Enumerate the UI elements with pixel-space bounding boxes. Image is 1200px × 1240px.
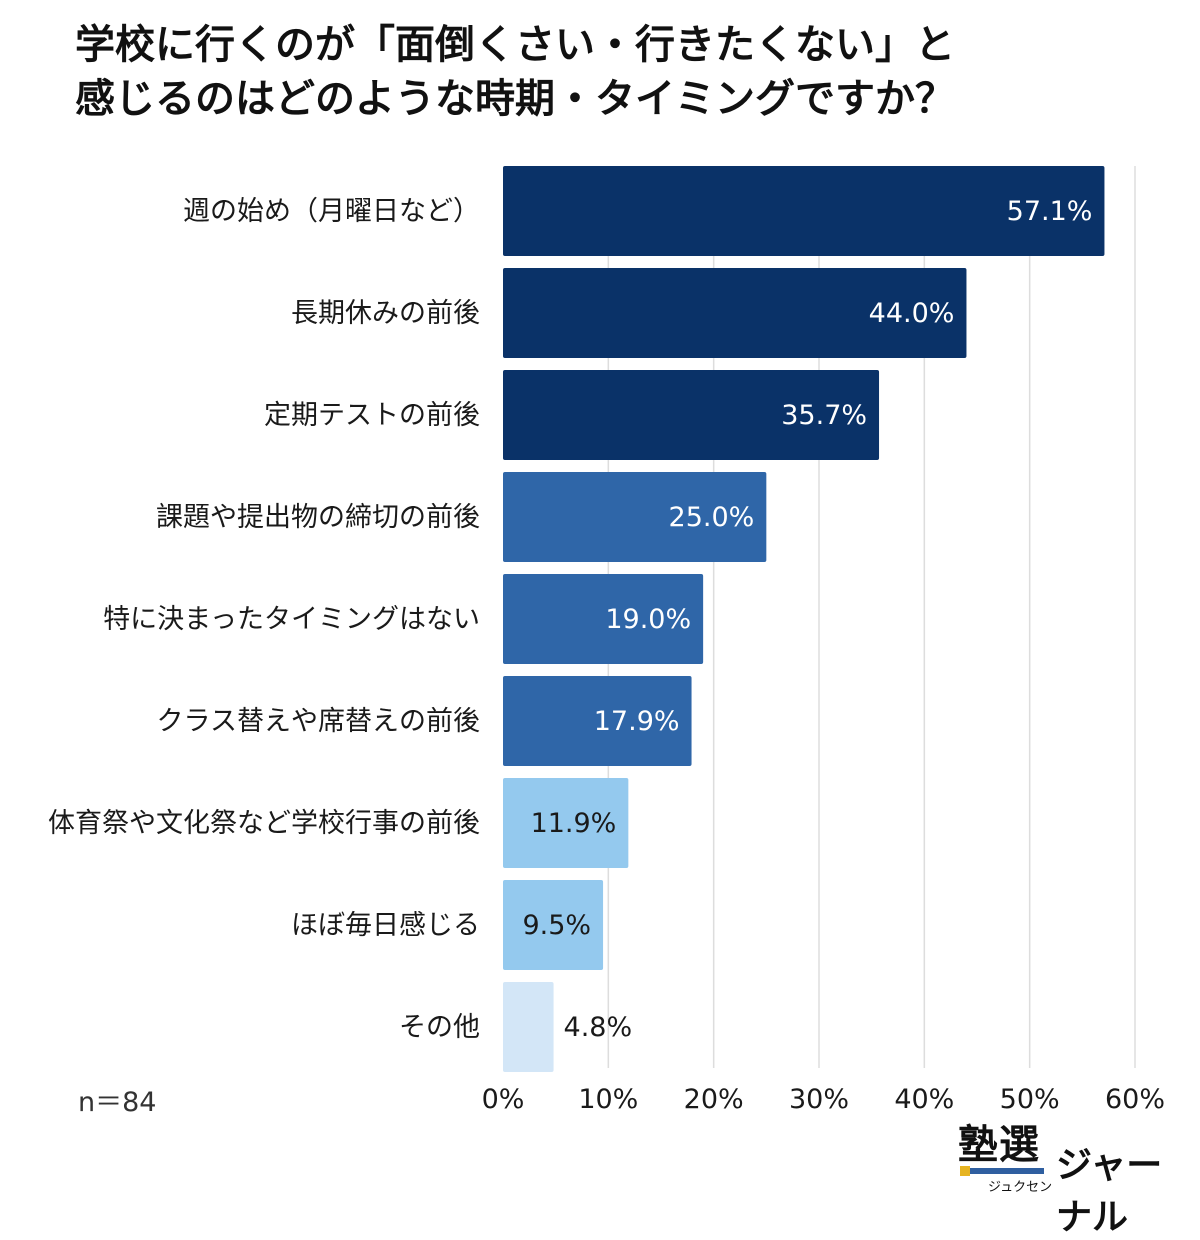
value-label: 19.0% — [605, 604, 691, 635]
bar — [503, 268, 967, 358]
chart-title-line-2: 感じるのはどのような時期・タイミングですか？ — [75, 76, 955, 122]
category-label: 課題や提出物の締切の前後 — [156, 502, 480, 533]
bar — [503, 676, 692, 766]
value-label: 57.1% — [1007, 196, 1093, 227]
bar — [503, 166, 1105, 256]
category-label: 特に決まったタイミングはない — [103, 604, 480, 635]
category-label: ほぼ毎日感じる — [291, 910, 480, 941]
bar — [503, 370, 880, 460]
category-label: 長期休みの前後 — [291, 298, 480, 329]
pencil-icon — [960, 1166, 970, 1176]
value-label: 44.0% — [869, 298, 955, 329]
category-label: 定期テストの前後 — [264, 400, 480, 431]
chart-title: 学校に行くのが「面倒くさい・行きたくない」と 感じるのはどのような時期・タイミン… — [75, 18, 1155, 126]
category-label: 体育祭や文化祭など学校行事の前後 — [48, 808, 480, 839]
x-tick-label: 50% — [1000, 1084, 1060, 1115]
x-tick-label: 60% — [1105, 1084, 1165, 1115]
category-label: 週の始め（月曜日など） — [183, 196, 480, 227]
value-label: 11.9% — [531, 808, 617, 839]
chart-title-line-1: 学校に行くのが「面倒くさい・行きたくない」と — [75, 22, 955, 68]
logo-kana-text: ジュクセン — [988, 1180, 1053, 1195]
bar — [503, 472, 767, 562]
value-label: 17.9% — [594, 706, 680, 737]
category-labels: 週の始め（月曜日など） 長期休みの前後定期テストの前後課題や提出物の締切の前後特に… — [48, 196, 480, 1043]
logo-main-text: 塾選 — [958, 1122, 1040, 1168]
bars — [503, 166, 1105, 1072]
sample-size-note: n＝84 — [78, 1087, 157, 1118]
x-tick-label: 40% — [894, 1084, 954, 1115]
logo-sub-text: ジャーナル — [1056, 1145, 1163, 1238]
category-label: クラス替えや席替えの前後 — [157, 706, 480, 737]
value-label: 4.8% — [564, 1012, 633, 1043]
x-tick-label: 30% — [789, 1084, 849, 1115]
bar — [503, 778, 629, 868]
bar — [503, 880, 604, 970]
value-labels: 57.1% 44.0% 35.7% 25.0% 19.0% 17.9% 11.9% 9.5% 4… — [522, 196, 1092, 1043]
x-tick-label: 0% — [482, 1084, 525, 1115]
bar-chart: 週の始め（月曜日など） 長期休みの前後定期テストの前後課題や提出物の締切の前後特に… — [48, 166, 1165, 1115]
x-axis-tick-labels: 0% 10% 20% 30% 40% 50% 60% — [482, 1084, 1165, 1115]
x-tick-label: 10% — [578, 1084, 638, 1115]
value-label: 35.7% — [781, 400, 867, 431]
logo-underline — [960, 1168, 1044, 1174]
value-label: 25.0% — [669, 502, 755, 533]
bar — [503, 574, 704, 664]
x-tick-label: 20% — [684, 1084, 744, 1115]
value-label: 9.5% — [522, 910, 591, 941]
bar — [503, 982, 554, 1072]
brand-logo: 塾選 ジュクセン ジャーナル — [958, 1122, 1188, 1238]
category-label: その他 — [399, 1012, 480, 1043]
